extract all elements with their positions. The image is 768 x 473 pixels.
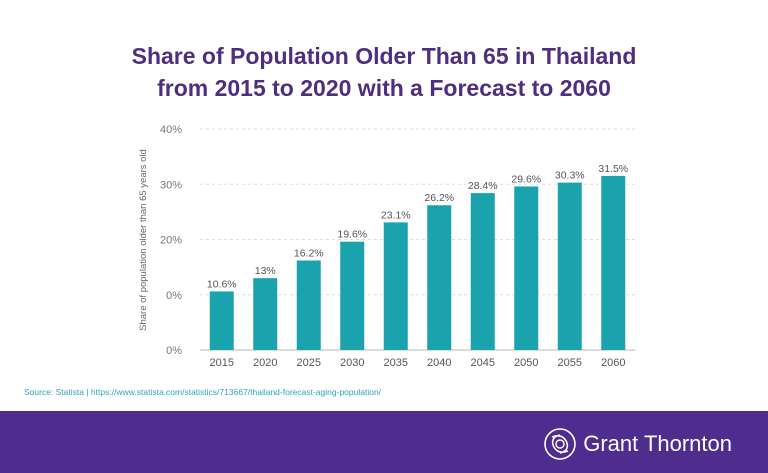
- y-tick-label: 30%: [160, 179, 182, 191]
- data-label: 31.5%: [598, 163, 628, 175]
- x-tick-label: 2035: [384, 357, 408, 369]
- bar: [383, 222, 408, 350]
- data-label: 30.3%: [555, 170, 585, 182]
- y-tick-label: 0%: [166, 290, 182, 302]
- bar: [209, 291, 234, 350]
- bar-chart: Share of population older than 65 years …: [138, 124, 635, 369]
- data-label: 29.6%: [511, 173, 541, 185]
- data-label: 23.1%: [381, 209, 411, 221]
- data-label: 10.6%: [207, 278, 237, 290]
- data-label: 19.6%: [337, 229, 367, 241]
- data-label: 16.2%: [294, 247, 324, 259]
- y-axis-label: Share of population older than 65 years …: [138, 149, 149, 331]
- x-tick-label: 2015: [210, 357, 234, 369]
- grant-thornton-logo: Grant Thornton: [543, 427, 732, 461]
- brand-name: Grant Thornton: [583, 431, 732, 456]
- footer-banner: Grant Thornton: [0, 411, 768, 473]
- bar: [296, 260, 321, 350]
- bar: [557, 182, 582, 350]
- bar: [253, 278, 278, 350]
- x-tick-label: 2030: [340, 357, 364, 369]
- x-tick-label: 2020: [253, 357, 277, 369]
- bar: [601, 175, 626, 350]
- bar: [340, 241, 365, 350]
- source-text: Source: Statista | https://www.statista.…: [24, 387, 382, 397]
- data-label: 13%: [255, 265, 276, 277]
- bar: [427, 205, 452, 350]
- y-tick-label: 20%: [160, 235, 182, 247]
- y-tick-label: 40%: [160, 124, 182, 136]
- x-tick-label: 2055: [558, 357, 582, 369]
- chart-title: Share of Population Older Than 65 in Tha…: [0, 40, 768, 104]
- x-tick-label: 2045: [471, 357, 495, 369]
- data-label: 26.2%: [424, 192, 454, 204]
- title-line-2: from 2015 to 2020 with a Forecast to 206…: [157, 75, 611, 101]
- x-tick-label: 2050: [514, 357, 538, 369]
- x-tick-label: 2040: [427, 357, 451, 369]
- title-line-1: Share of Population Older Than 65 in Tha…: [131, 43, 637, 69]
- x-tick-label: 2060: [601, 357, 625, 369]
- x-tick-label: 2025: [297, 357, 321, 369]
- y-tick-label: 0%: [166, 345, 182, 357]
- grant-thornton-logo-icon: [544, 428, 577, 460]
- bar: [514, 186, 539, 350]
- bar: [470, 193, 495, 350]
- data-label: 28.4%: [468, 180, 498, 192]
